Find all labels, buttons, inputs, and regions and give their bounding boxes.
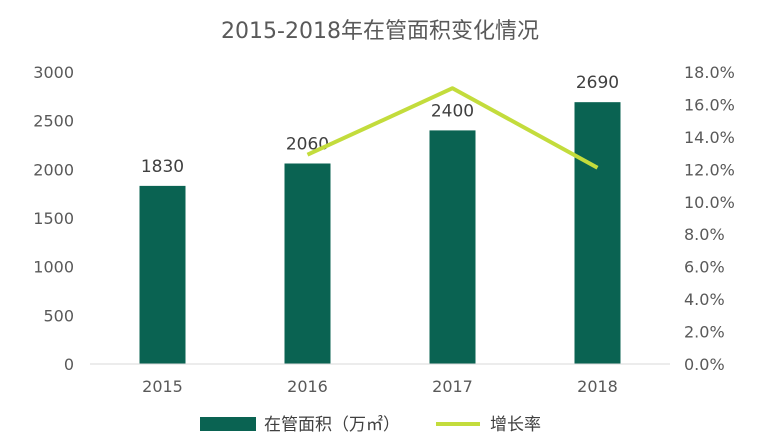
legend-label-area: 在管面积（万㎡） (264, 415, 400, 435)
x-tick-label: 2017 (432, 377, 473, 396)
x-tick-label: 2016 (287, 377, 328, 396)
y-right-tick-label: 14.0% (684, 128, 735, 147)
y-right-tick-label: 8.0% (684, 225, 725, 244)
y-right-tick-label: 18.0% (684, 63, 735, 82)
legend-label-growth: 增长率 (490, 415, 541, 435)
y-left-tick-label: 0 (64, 355, 74, 374)
y-left-tick-label: 1500 (33, 209, 74, 228)
y-right-tick-label: 6.0% (684, 258, 725, 277)
data-label-2018: 2690 (576, 73, 619, 93)
legend: 在管面积（万㎡） 增长率 (200, 415, 541, 435)
data-label-2015: 1830 (141, 157, 184, 177)
y-right-tick-label: 0.0% (684, 355, 725, 374)
y-right-tick-label: 2.0% (684, 323, 725, 342)
x-tick-label: 2018 (577, 377, 618, 396)
y-left-tick-label: 3000 (33, 63, 74, 82)
y-right-tick-label: 16.0% (684, 95, 735, 114)
bar-2016 (284, 163, 331, 364)
bar-2017 (429, 130, 476, 364)
bar-2018 (574, 102, 621, 364)
bar-2015 (139, 185, 186, 364)
y-right-tick-label: 10.0% (684, 193, 735, 212)
chart-title: 2015-2018年在管面积变化情况 (221, 19, 539, 44)
y-left-tick-label: 500 (43, 306, 74, 325)
data-label-2017: 2400 (431, 101, 474, 121)
y-right-tick-label: 12.0% (684, 160, 735, 179)
y-left-tick-label: 2000 (33, 160, 74, 179)
data-label-2016: 2060 (286, 134, 329, 154)
legend-swatch-area (200, 417, 256, 431)
y-right-tick-label: 4.0% (684, 290, 725, 309)
y-left-tick-label: 2500 (33, 112, 74, 131)
x-tick-label: 2015 (142, 377, 183, 396)
y-left-tick-label: 1000 (33, 258, 74, 277)
growth-rate-line (306, 86, 599, 170)
